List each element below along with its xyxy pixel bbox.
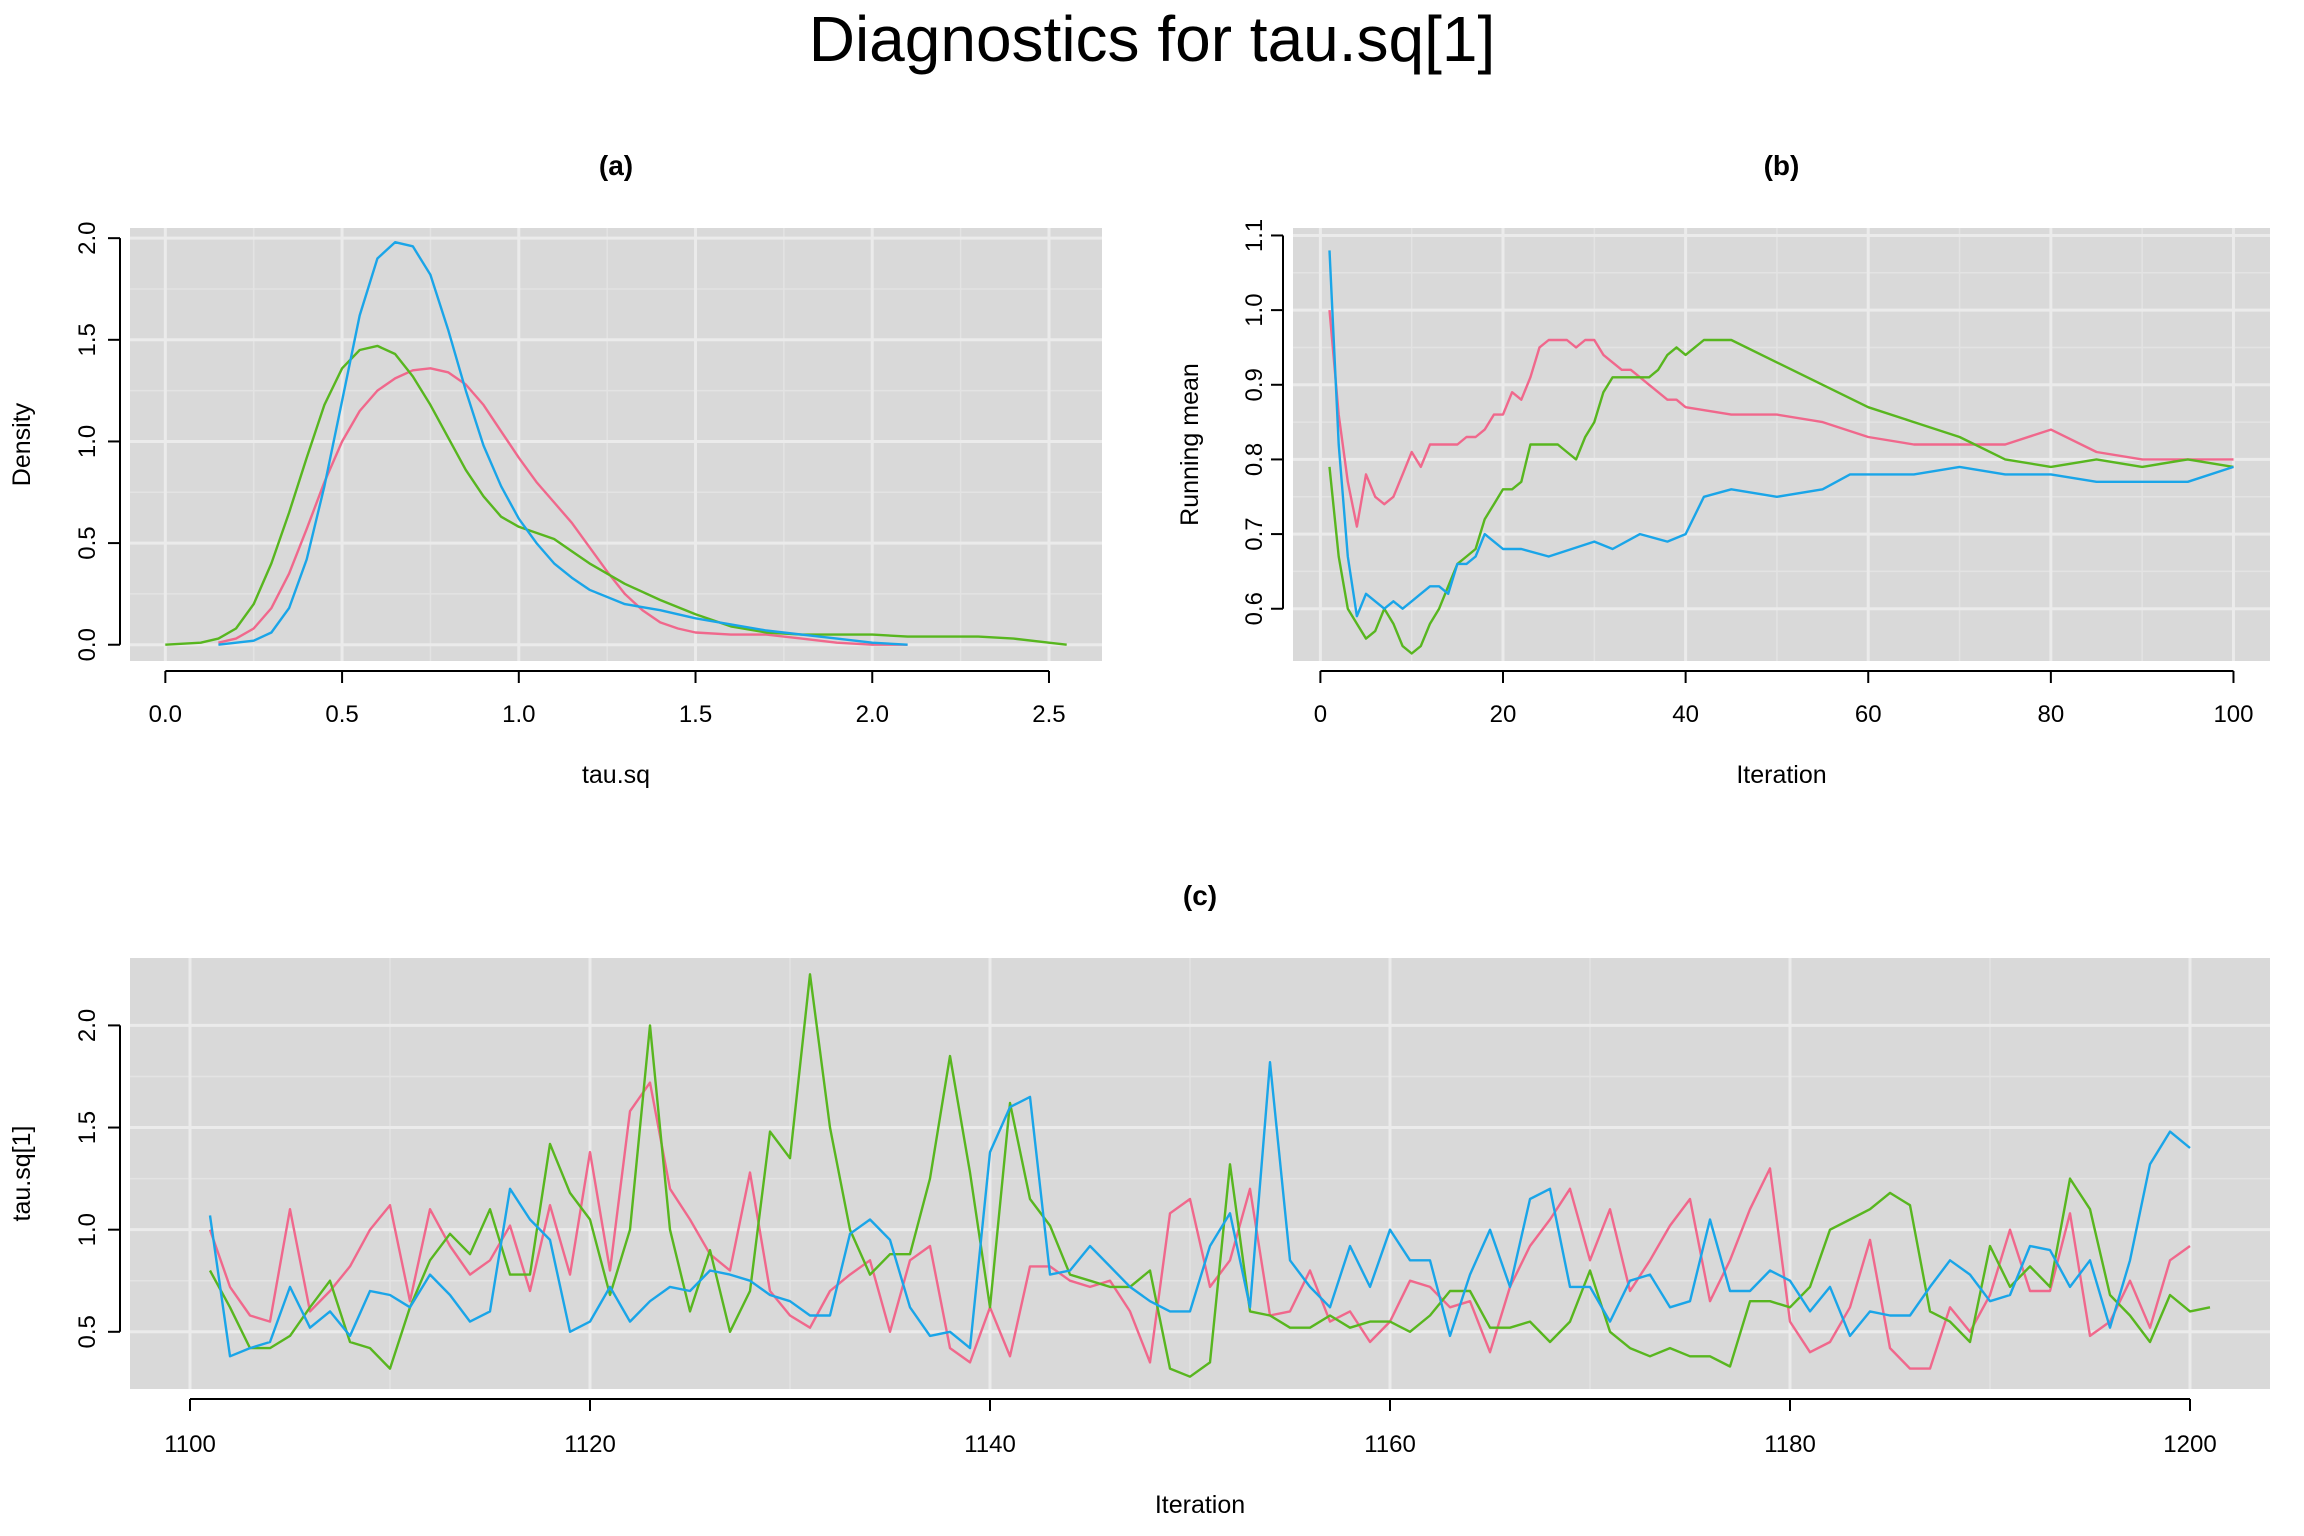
x-tick-label: 1160 bbox=[1364, 1431, 1416, 1458]
series-line-1 bbox=[208, 1081, 2191, 1370]
y-axis-label: Running mean bbox=[1176, 363, 1204, 526]
series-line-2 bbox=[165, 344, 1067, 646]
x-tick-label: 0.5 bbox=[325, 701, 358, 728]
x-axis-label: Iteration bbox=[1736, 761, 1826, 789]
x-tick-label: 1.0 bbox=[502, 701, 535, 728]
x-tick-label: 60 bbox=[1855, 701, 1882, 728]
y-tick-label: 1.5 bbox=[74, 323, 101, 356]
page-title: Diagnostics for tau.sq[1] bbox=[808, 3, 1496, 75]
series-line-1 bbox=[1328, 309, 2234, 528]
y-tick-label: 2.0 bbox=[74, 221, 101, 254]
x-tick-label: 1200 bbox=[2163, 1431, 2216, 1458]
x-tick-label: 1180 bbox=[1764, 1431, 1816, 1458]
y-tick-label: 0.6 bbox=[1241, 592, 1268, 625]
panel-1: 0 20 40 60 80 100 0.6 0.7 0.8 0.9 1.0 1.1 (b) Iterati… bbox=[1176, 150, 2270, 789]
x-tick-label: 20 bbox=[1490, 701, 1517, 728]
y-tick-label: 1.0 bbox=[74, 425, 101, 458]
x-tick-label: 2.5 bbox=[1032, 701, 1065, 728]
x-tick-label: 1120 bbox=[564, 1431, 616, 1458]
series-line-2 bbox=[1328, 338, 2234, 655]
y-tick-label: 1.1 bbox=[1241, 219, 1268, 252]
y-tick-label: 1.0 bbox=[74, 1213, 101, 1246]
y-tick-label: 0.0 bbox=[74, 628, 101, 661]
plot-background bbox=[130, 958, 2270, 1389]
y-tick-label: 1.0 bbox=[1241, 293, 1268, 326]
y-axis-label: tau.sq[1] bbox=[8, 1126, 36, 1222]
x-tick-label: 100 bbox=[2213, 701, 2253, 728]
x-tick-label: 1100 bbox=[164, 1431, 216, 1458]
panel-0: 0.0 0.5 1.0 1.5 2.0 2.5 0.0 0.5 1.0 1.5 2.0 (a) tau.… bbox=[8, 150, 1102, 789]
panel-title: (a) bbox=[599, 150, 633, 181]
series-line-3 bbox=[218, 240, 908, 646]
x-tick-label: 80 bbox=[2038, 701, 2065, 728]
y-tick-label: 1.5 bbox=[74, 1111, 101, 1144]
series-line-2 bbox=[208, 973, 2211, 1378]
panel-2: 1100 1120 1140 1160 1180 1200 0.5 1.0 1.5 2.0 (c) I… bbox=[8, 880, 2270, 1519]
x-tick-label: 1140 bbox=[964, 1431, 1016, 1458]
y-tick-label: 0.9 bbox=[1241, 368, 1268, 401]
x-tick-label: 1.5 bbox=[679, 701, 712, 728]
y-axis-label: Density bbox=[8, 402, 36, 486]
series-line-3 bbox=[1328, 250, 2234, 618]
panel-title: (c) bbox=[1183, 880, 1217, 911]
y-tick-label: 0.7 bbox=[1241, 517, 1268, 550]
x-axis-label: Iteration bbox=[1155, 1491, 1245, 1519]
series-line-1 bbox=[218, 367, 908, 646]
y-tick-label: 0.5 bbox=[74, 1315, 101, 1348]
x-tick-label: 0 bbox=[1314, 701, 1327, 728]
x-tick-label: 40 bbox=[1672, 701, 1699, 728]
plot-background bbox=[130, 228, 1102, 661]
y-tick-label: 0.8 bbox=[1241, 443, 1268, 476]
x-tick-label: 2.0 bbox=[856, 701, 889, 728]
y-tick-label: 0.5 bbox=[74, 526, 101, 559]
y-tick-label: 2.0 bbox=[74, 1009, 101, 1042]
x-axis-label: tau.sq bbox=[582, 761, 650, 789]
series-line-3 bbox=[208, 1060, 2191, 1358]
panel-title: (b) bbox=[1764, 150, 1800, 181]
x-tick-label: 0.0 bbox=[149, 701, 182, 728]
